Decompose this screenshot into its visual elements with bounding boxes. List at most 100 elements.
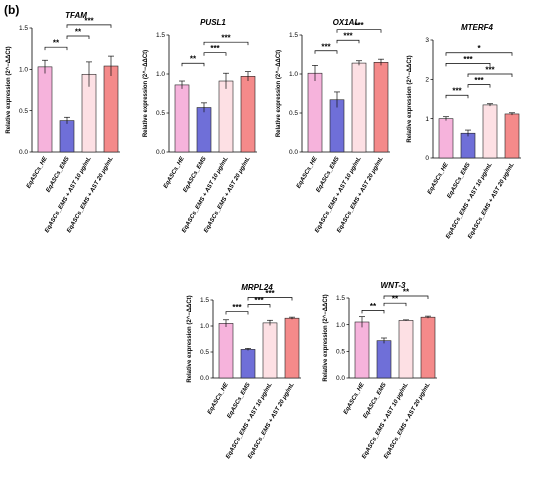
category-label: EqASCs_EMS [316, 156, 341, 194]
y-tick-label: 0.5 [289, 110, 298, 117]
significance-bracket [467, 73, 513, 77]
category-label: EqASCs_HE [163, 155, 186, 189]
y-tick-label: 1.5 [289, 32, 298, 39]
bar-2 [398, 320, 414, 379]
significance-label: *** [254, 296, 264, 305]
y-axis-label: Relative expression (2^−ΔΔCt) [276, 50, 282, 137]
significance-bracket [314, 50, 338, 54]
significance-bracket [181, 62, 205, 67]
y-tick-label: 0.0 [289, 149, 298, 156]
bar-1 [59, 120, 75, 153]
bar-3 [504, 113, 520, 159]
significance-bracket [225, 311, 249, 315]
bar-1 [240, 349, 256, 379]
category-label: EqASCs_EMS + AST 20 μg/mL [467, 162, 516, 240]
chart-title: PUSL1 [200, 18, 226, 27]
y-tick-label: 1.0 [156, 71, 165, 78]
y-tick-label: 0 [425, 155, 429, 162]
y-tick-label: 0.0 [336, 375, 345, 382]
category-label: EqASCs_EMS + AST 10 μg/mL [44, 156, 93, 234]
significance-bracket [336, 39, 360, 44]
significance-bracket [383, 295, 429, 299]
significance-label: *** [321, 42, 331, 51]
bar-0 [354, 321, 370, 379]
y-axis-label: Relative expression (2^−ΔΔCt) [407, 55, 413, 142]
significance-bracket [445, 63, 491, 67]
significance-bracket [66, 35, 90, 40]
category-label: EqASCs_EMS + AST 20 μg/mL [336, 156, 385, 234]
category-label: EqASCs_EMS + AST 10 μg/mL [445, 162, 494, 240]
significance-label: ** [370, 302, 377, 311]
category-label: EqASCs_EMS [46, 156, 71, 194]
significance-label: *** [265, 289, 275, 298]
significance-label: *** [463, 55, 473, 64]
significance-label: *** [343, 32, 353, 41]
significance-bracket [247, 297, 293, 301]
bar-1 [376, 340, 392, 379]
significance-label: ** [75, 28, 82, 37]
significance-label: ** [190, 55, 197, 64]
chart-panel-mrpl24: MRPL24 0.0 0.5 1.0 1.5 Relative expression (2… [187, 283, 301, 460]
significance-bracket [445, 94, 469, 99]
y-tick-label: 2 [425, 77, 429, 84]
significance-label: *** [354, 21, 364, 30]
y-tick-label: 1.5 [200, 297, 209, 304]
y-axis-label: Relative expression (2^−ΔΔCt) [187, 295, 193, 382]
chart-panel-tfam: TFAM 0.0 0.5 1.0 1.5 Relative expression (2^−… [6, 11, 120, 234]
category-label: EqASCs_EMS + AST 20 μg/mL [66, 156, 115, 234]
chart-title: WNT-3 [381, 281, 406, 290]
chart-panel-ox1al: OX1AL 0.0 0.5 1.0 1.5 Relative expression (2^… [276, 18, 390, 234]
category-label: EqASCs_HE [296, 155, 319, 189]
significance-bracket [247, 304, 271, 308]
significance-bracket [203, 52, 227, 56]
category-label: EqASCs_HE [427, 161, 450, 195]
bar-3 [103, 65, 119, 153]
y-tick-label: 1.5 [19, 25, 28, 32]
significance-label: *** [474, 76, 484, 85]
chart-panels: TFAM 0.0 0.5 1.0 1.5 Relative expression (2^−… [6, 11, 521, 460]
category-label: EqASCs_EMS + AST 10 μg/mL [181, 156, 230, 234]
y-tick-label: 0.5 [19, 108, 28, 115]
y-tick-label: 0.0 [156, 149, 165, 156]
y-axis-label: Relative expression (2^−ΔΔCt) [6, 46, 12, 133]
chart-panel-pusl1: PUSL1 0.0 0.5 1.0 1.5 Relative expression (2^… [143, 18, 257, 234]
category-label: EqASCs_EMS [227, 382, 252, 420]
bar-0 [438, 118, 454, 159]
significance-label: ** [403, 287, 410, 296]
category-label: EqASCs_HE [207, 381, 230, 415]
category-label: EqASCs_HE [26, 155, 49, 189]
bar-3 [420, 316, 436, 379]
bar-1 [460, 132, 476, 159]
bar-3 [240, 76, 256, 153]
chart-title: MRPL24 [241, 283, 273, 292]
y-tick-label: 1.0 [200, 323, 209, 330]
y-tick-label: 0.0 [19, 149, 28, 156]
y-tick-label: 0.5 [156, 110, 165, 117]
significance-label: *** [84, 16, 94, 25]
bar-2 [351, 62, 367, 153]
significance-bracket [361, 310, 385, 314]
bar-0 [218, 323, 234, 379]
y-tick-label: 0.0 [200, 375, 209, 382]
bar-0 [37, 66, 53, 153]
y-tick-label: 1.5 [336, 295, 345, 302]
chart-panel-mterf4: MTERF4 0 1 2 3 Relative expression (2^−ΔΔCt) E… [407, 23, 521, 240]
bar-3 [373, 61, 389, 153]
chart-title: TFAM [65, 11, 87, 20]
significance-label: *** [452, 87, 462, 96]
significance-label: *** [210, 44, 220, 53]
y-tick-label: 0.5 [200, 349, 209, 356]
significance-label: ** [392, 295, 399, 304]
y-tick-label: 1.0 [19, 67, 28, 74]
y-tick-label: 1.0 [336, 322, 345, 329]
bar-0 [174, 84, 190, 153]
significance-label: ** [53, 39, 60, 48]
y-tick-label: 1.0 [289, 71, 298, 78]
significance-bracket [336, 29, 382, 33]
bar-3 [284, 317, 300, 379]
significance-bracket [383, 302, 407, 307]
category-label: EqASCs_HE [343, 381, 366, 415]
bar-2 [262, 322, 278, 379]
significance-label: *** [485, 65, 495, 74]
